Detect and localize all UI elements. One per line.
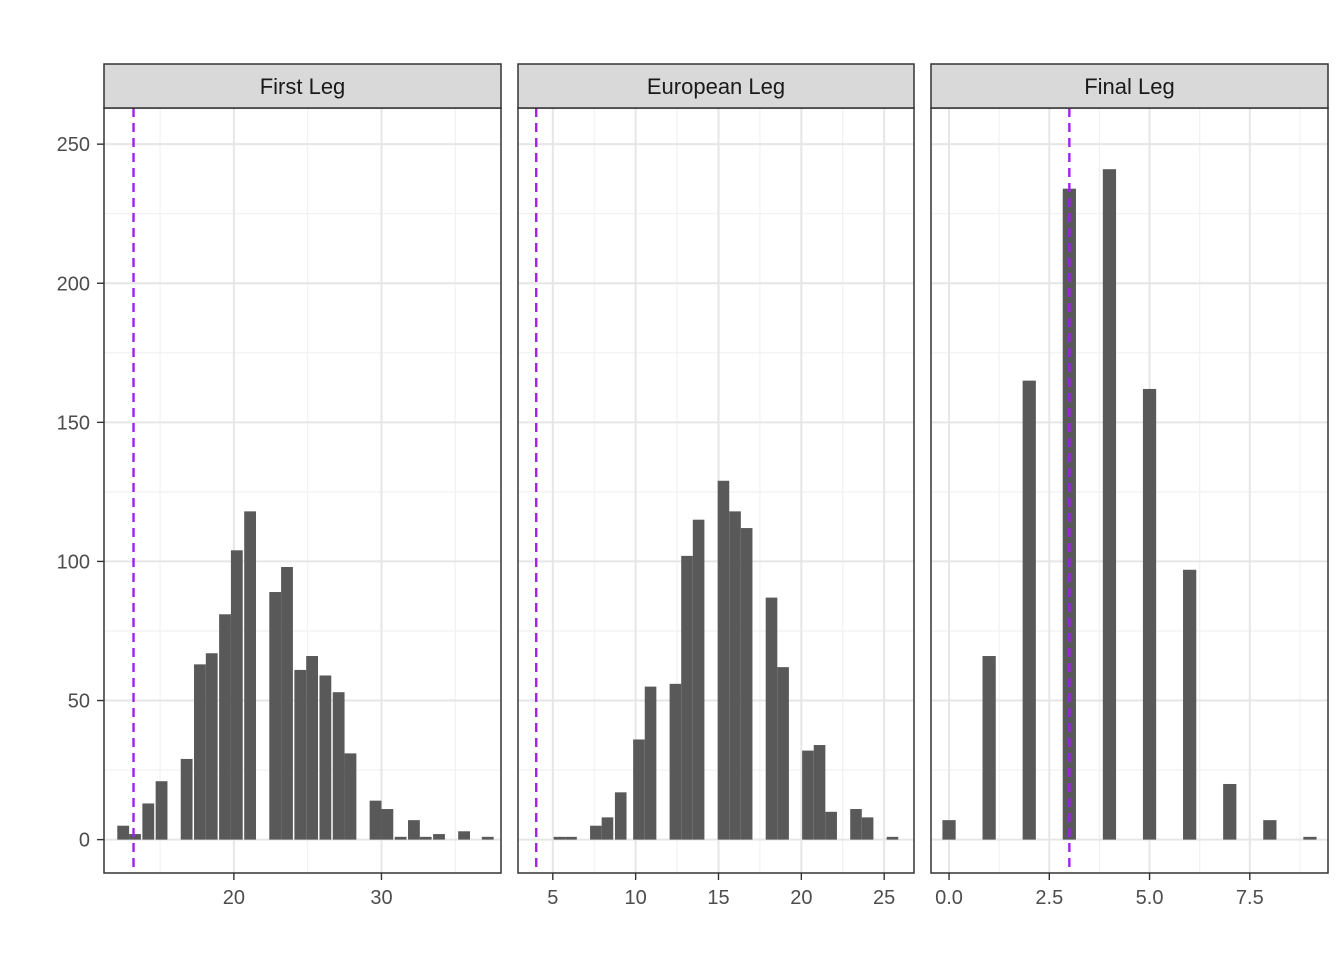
histogram-bar <box>1102 169 1117 840</box>
histogram-bar <box>825 811 837 840</box>
histogram-bar <box>244 511 257 840</box>
histogram-bar <box>332 692 345 840</box>
facet-strip-label: European Leg <box>647 74 785 99</box>
histogram-bar <box>601 817 614 840</box>
histogram-bar <box>590 825 602 840</box>
histogram-bar <box>1022 380 1036 840</box>
x-tick-label: 7.5 <box>1236 887 1264 909</box>
facet-strip-label: First Leg <box>260 74 346 99</box>
histogram-bar <box>142 803 155 840</box>
histogram-bar <box>669 683 682 840</box>
facet-strip <box>930 63 1329 109</box>
histogram-bar <box>1303 836 1317 840</box>
histogram-bar <box>740 528 753 840</box>
panel-background <box>518 108 914 873</box>
histogram-bar <box>1142 388 1157 840</box>
facet-strip <box>103 63 502 109</box>
y-tick-label: 50 <box>68 691 90 713</box>
histogram-bar <box>230 550 243 840</box>
histogram-bar <box>205 653 218 840</box>
histogram-bar <box>777 667 789 840</box>
y-tick-label: 100 <box>57 551 90 573</box>
histogram-bar <box>1263 820 1277 840</box>
y-tick-label: 0 <box>79 830 90 852</box>
histogram-bar <box>1183 569 1197 840</box>
histogram-bar <box>306 656 318 840</box>
histogram-bar <box>553 836 566 840</box>
histogram-bar <box>765 597 778 840</box>
panel-background <box>931 108 1328 873</box>
x-tick-label: 5 <box>547 887 558 909</box>
histogram-bar <box>681 555 693 840</box>
x-tick-label: 15 <box>707 887 729 909</box>
histogram-bar <box>194 664 206 840</box>
facet-strip-label: Final Leg <box>1084 74 1175 99</box>
x-tick-label: 20 <box>223 887 245 909</box>
x-tick-label: 30 <box>370 887 392 909</box>
y-tick-label: 250 <box>57 134 90 156</box>
histogram-bar <box>1223 783 1237 840</box>
histogram-bar <box>717 480 730 840</box>
histogram-bar <box>644 686 657 840</box>
histogram-bar <box>369 800 382 840</box>
histogram-bar <box>481 836 494 840</box>
histogram-bar <box>565 836 577 840</box>
facet-strip <box>517 63 915 109</box>
y-tick-label: 200 <box>57 273 90 295</box>
histogram-bar <box>269 592 282 840</box>
histogram-bar <box>408 820 420 840</box>
x-tick-label: 20 <box>790 887 812 909</box>
histogram-bar <box>319 675 332 840</box>
histogram-bar <box>219 614 231 840</box>
histogram-bar <box>982 656 996 840</box>
y-tick-label: 150 <box>57 412 90 434</box>
histogram-bar <box>886 836 899 840</box>
histogram-bar <box>344 753 357 840</box>
x-tick-label: 10 <box>625 887 647 909</box>
histogram-bar <box>850 809 862 840</box>
histogram-bar <box>802 750 814 840</box>
histogram-bar <box>458 831 471 840</box>
x-tick-label: 0.0 <box>935 887 963 909</box>
histogram-bar <box>614 792 627 840</box>
histogram-bar <box>394 836 407 840</box>
histogram-bar <box>861 817 874 840</box>
histogram-bar <box>633 739 645 840</box>
histogram-bar <box>419 836 432 840</box>
histogram-bar <box>942 820 956 840</box>
histogram-bar <box>381 809 394 840</box>
x-tick-label: 5.0 <box>1136 887 1164 909</box>
x-tick-label: 2.5 <box>1035 887 1063 909</box>
histogram-bar <box>729 511 741 840</box>
x-tick-label: 25 <box>873 887 895 909</box>
histogram-bar <box>281 567 293 840</box>
histogram-bar <box>117 825 130 840</box>
histogram-bar <box>433 834 445 840</box>
histogram-bar <box>813 745 826 840</box>
histogram-bar <box>129 834 141 840</box>
histogram-bar <box>155 781 168 840</box>
histogram-bar <box>294 669 307 840</box>
histogram-bar <box>180 758 193 840</box>
histogram-bar <box>692 519 705 840</box>
